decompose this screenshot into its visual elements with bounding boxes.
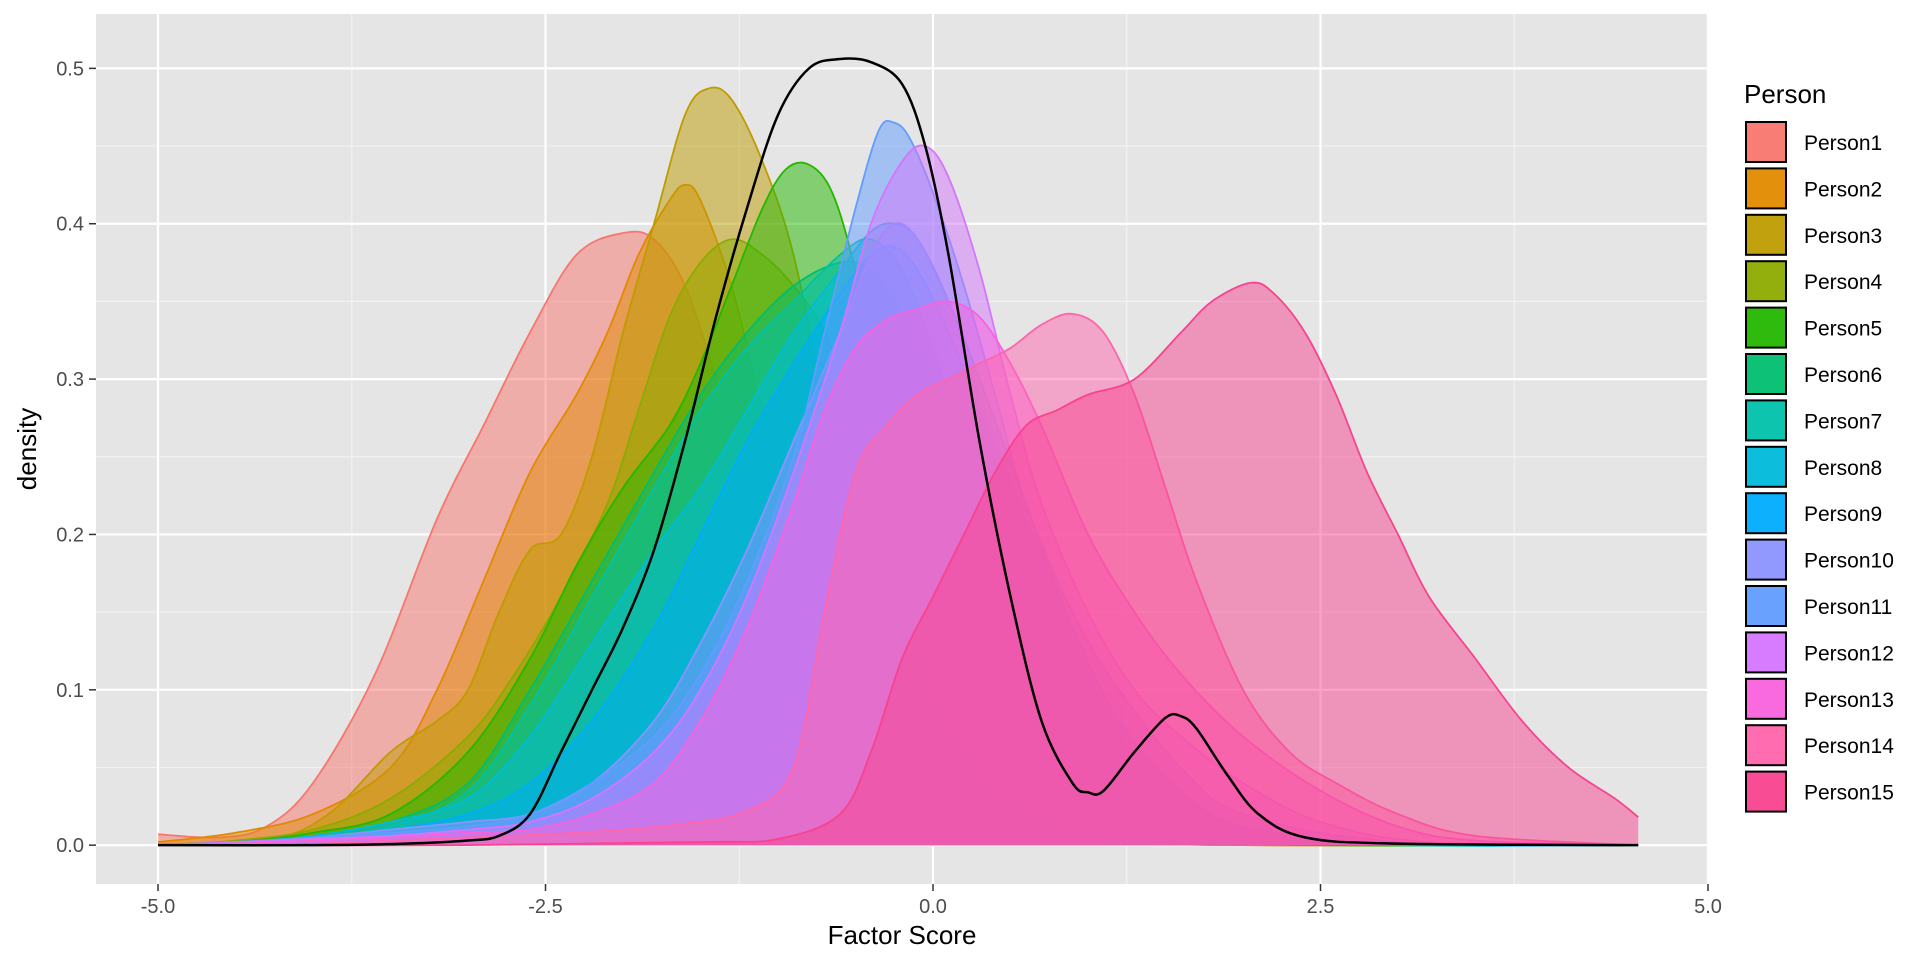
overall-density-line [157,57,1639,847]
x-tick-label: 2.5 [1307,896,1335,918]
legend-swatch-person10 [1745,538,1787,581]
legend-label-person9: Person9 [1804,503,1882,526]
legend-label-person7: Person7 [1804,410,1882,433]
legend-label-person10: Person10 [1804,550,1894,573]
x-tick-label: -5.0 [141,896,175,918]
legend-swatch-person4 [1745,260,1787,303]
legend-swatch-person9 [1745,492,1787,535]
legend-swatch-person15 [1745,770,1787,813]
legend-label-person3: Person3 [1804,225,1882,248]
x-axis-title: Factor Score [828,920,977,950]
legend-swatch-person8 [1745,445,1787,488]
legend-title: Person [1744,79,1826,109]
x-tick-label: -2.5 [528,896,562,918]
legend-label-person12: Person12 [1804,642,1894,665]
density-outline-person15 [157,281,1639,847]
legend-swatch-person7 [1745,399,1787,442]
y-axis-ticks: 0.0 0.1 0.2 0.3 0.4 0.5 [56,58,96,857]
legend-swatch-person2 [1745,167,1787,210]
y-tick-label: 0.0 [56,835,84,857]
legend-label-person5: Person5 [1804,318,1882,341]
legend-swatch-person6 [1745,353,1787,395]
legend-items: Person1 Person2 Person3 Person4 Person5 Perso… [1745,121,1894,813]
density-area-person14 [158,313,1639,846]
y-tick-label: 0.4 [56,214,84,236]
x-axis-ticks: -5.0 -2.5 0.0 2.5 5.0 [141,884,1722,918]
y-axis-title: density [12,408,42,490]
legend-label-person15: Person15 [1804,782,1894,805]
legend-swatch-person11 [1745,585,1787,627]
legend-label-person4: Person4 [1804,271,1883,294]
x-tick-label: 5.0 [1694,896,1722,918]
legend-label-person2: Person2 [1804,178,1882,201]
x-tick-label: 0.0 [919,896,947,918]
legend-swatch-person14 [1745,724,1787,767]
legend-swatch-person12 [1745,631,1787,674]
legend-label-person11: Person11 [1804,596,1892,619]
legend-label-person13: Person13 [1804,689,1894,712]
legend-label-person8: Person8 [1804,457,1882,480]
legend-swatch-person5 [1745,306,1787,349]
y-tick-label: 0.3 [56,369,84,391]
density-areas [157,86,1639,847]
legend-swatch-person3 [1745,213,1787,256]
y-tick-label: 0.1 [56,680,84,702]
legend-swatch-person13 [1745,677,1787,720]
legend-label-person6: Person6 [1804,364,1882,387]
legend-label-person14: Person14 [1804,735,1894,758]
legend-swatch-person1 [1745,121,1787,163]
legend-label-person1: Person1 [1804,132,1882,155]
legend: Person Person1Person2Person3Person4Perso… [1744,79,1894,813]
y-tick-label: 0.2 [56,524,84,546]
y-tick-label: 0.5 [56,58,84,80]
density-area-person15 [158,282,1639,846]
